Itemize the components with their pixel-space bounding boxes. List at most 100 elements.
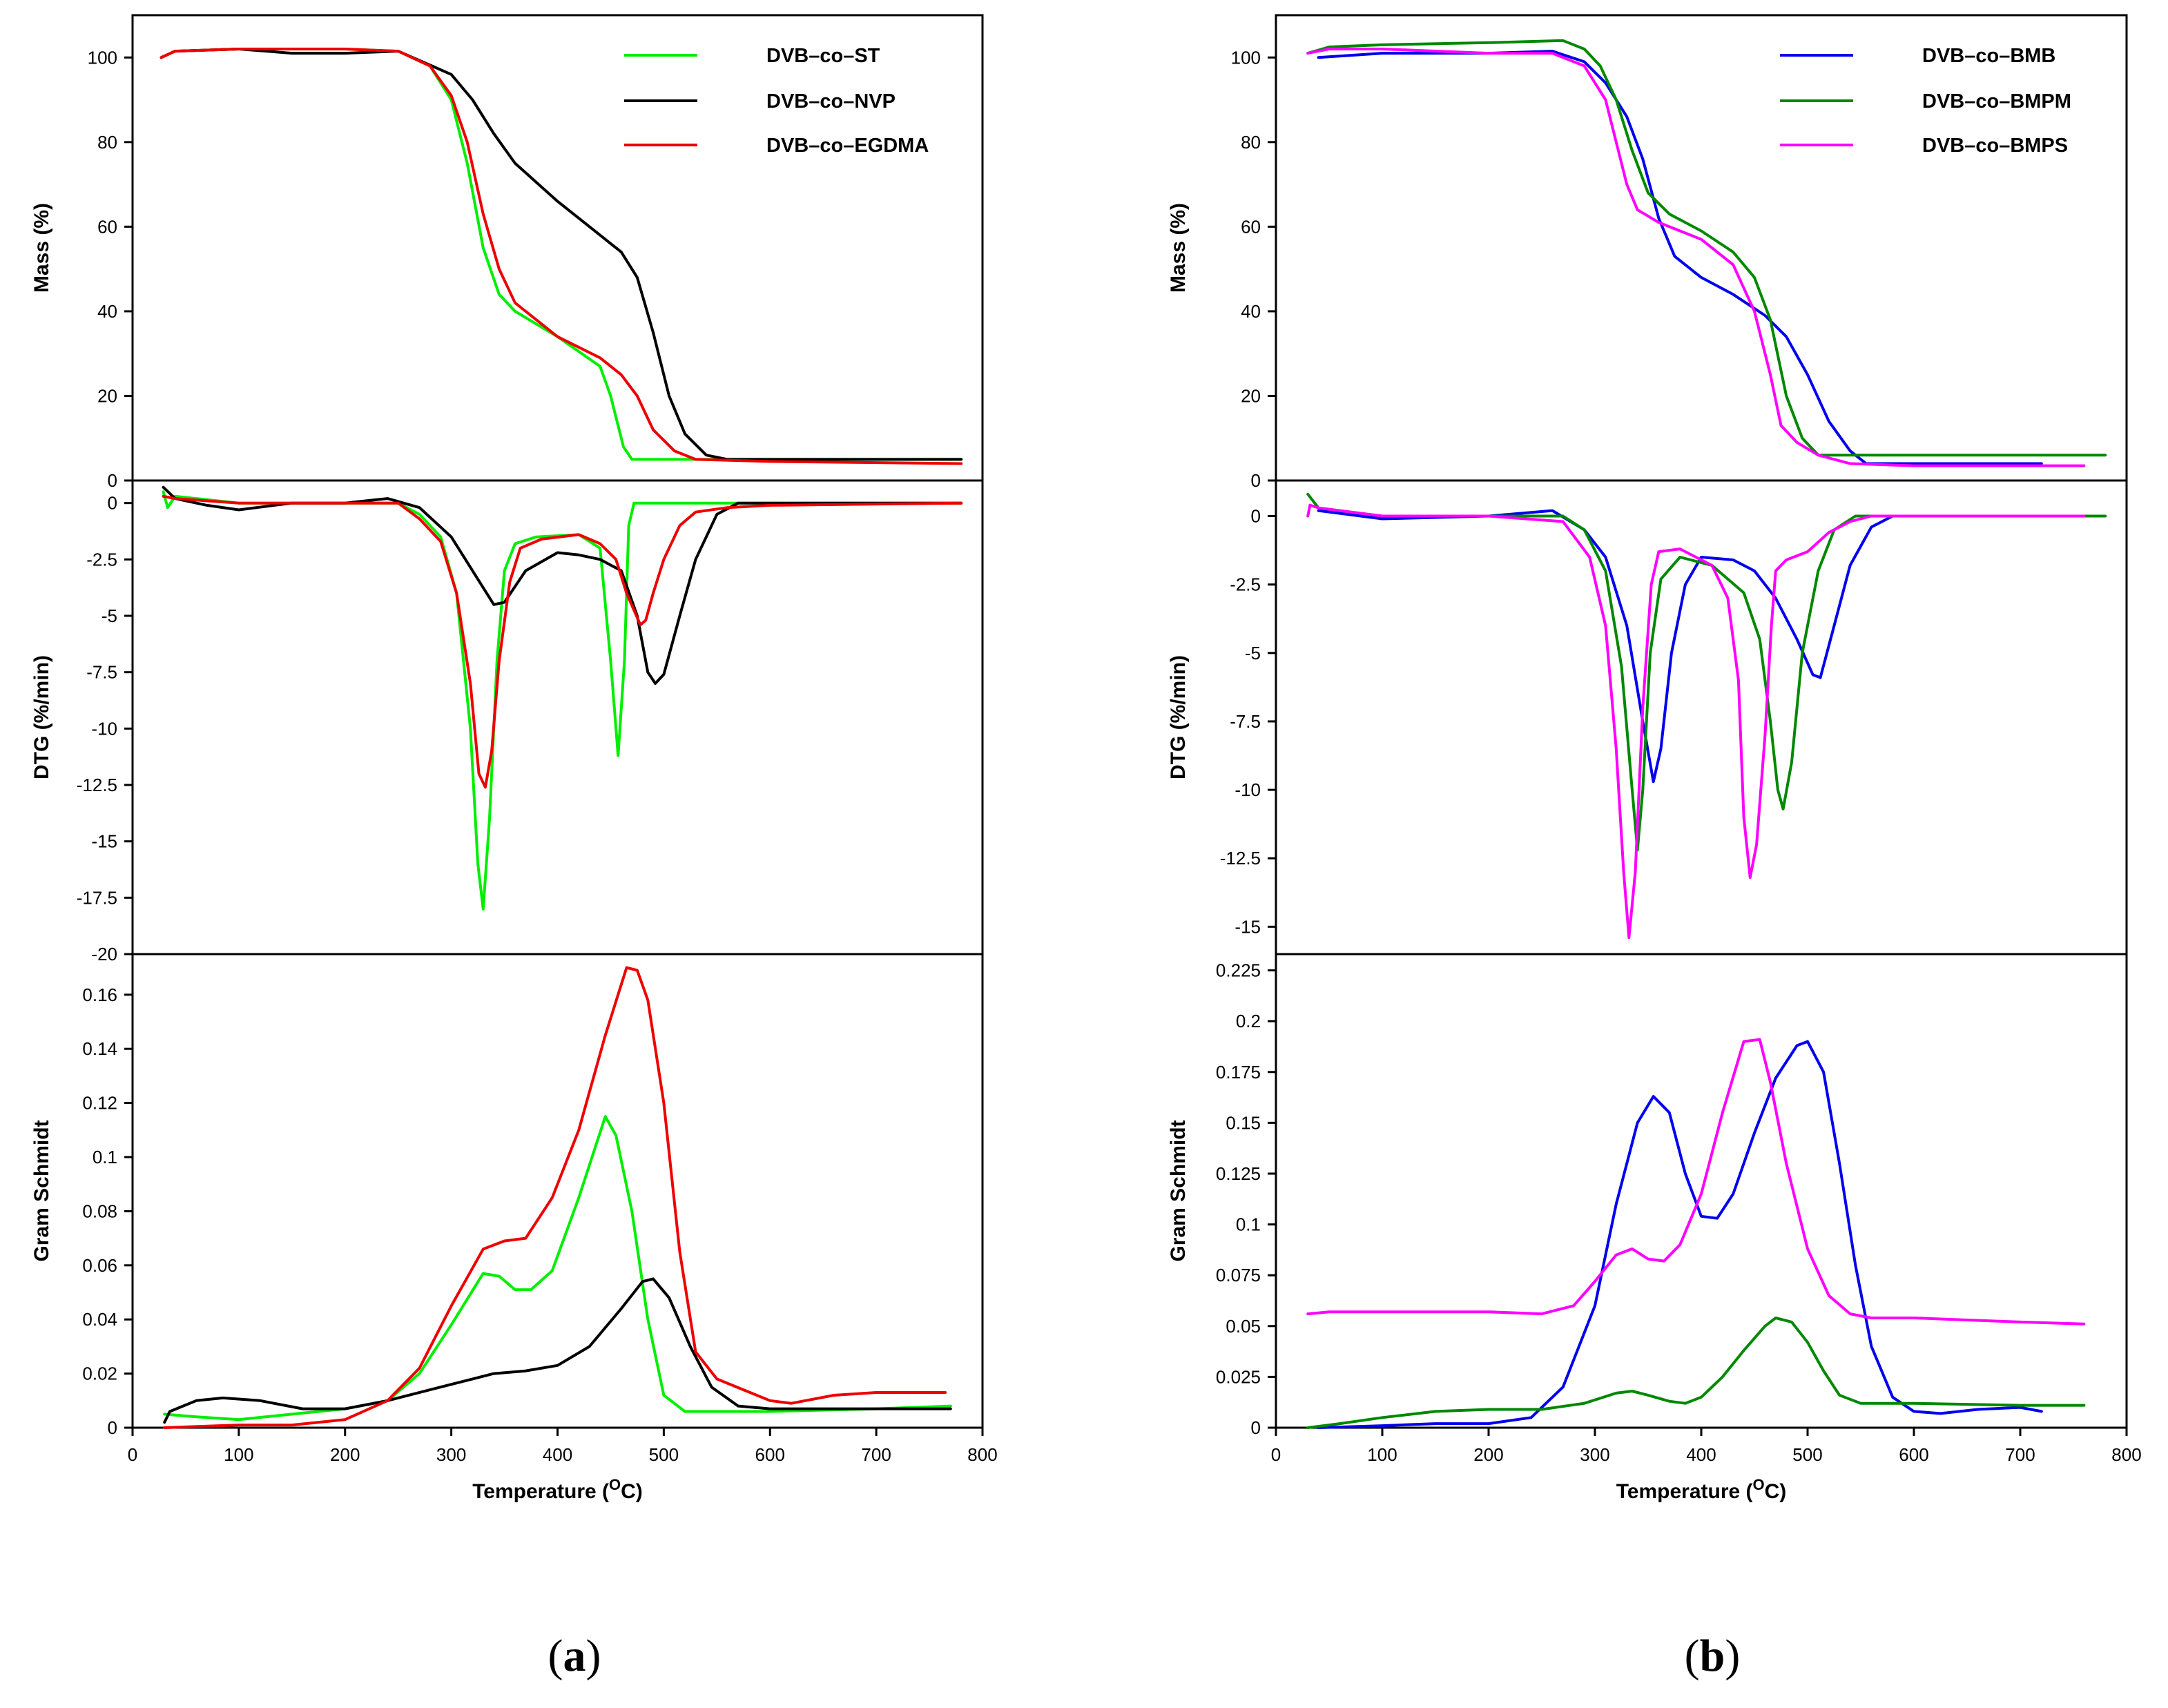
- legend: DVB–co–BMB DVB–co–BMPM DVB–co–BMPS: [1780, 45, 2071, 157]
- x-tick-label: 200: [1473, 1444, 1503, 1465]
- y-tick-label: 0.06: [82, 1255, 117, 1276]
- panel-a: 0 20 40 60 80 100 Mass (%) 0 -2.5 -5 -7.5 -10 -12.5 -…: [30, 14, 998, 1503]
- y-tick-label: -5: [101, 605, 117, 626]
- plot-frame: [131, 14, 984, 482]
- x-tick-label: 500: [1792, 1444, 1822, 1465]
- y-tick-label: -15: [91, 831, 117, 852]
- y-tick-label: 0.075: [1216, 1265, 1261, 1285]
- y-tick-label: 0: [1251, 1417, 1261, 1438]
- series-line-dvb-co-nvp: [159, 48, 963, 461]
- x-tick-label: 600: [755, 1444, 785, 1465]
- y-tick-label: 0: [108, 493, 117, 514]
- subplot-1: 0 -2.5 -5 -7.5 -10 -12.5 -15 -17.5 -20 DTG (%/min…: [30, 479, 984, 964]
- x-tick-label: 500: [649, 1444, 679, 1465]
- x-tick-label: 200: [330, 1444, 360, 1465]
- caption-b: (b): [1685, 1631, 1741, 1681]
- y-tick-label: 0: [108, 1417, 117, 1438]
- x-tick-label: 100: [224, 1444, 253, 1465]
- x-tick-label: 300: [436, 1444, 466, 1465]
- y-tick-label: 0.025: [1216, 1366, 1261, 1387]
- caption-a: (a): [548, 1631, 601, 1681]
- y-tick-label: 0.15: [1226, 1112, 1261, 1133]
- series-line-dvb-co-bmps: [1306, 1038, 2086, 1326]
- y-tick-label: -12.5: [77, 775, 117, 795]
- x-tick-label: 0: [128, 1444, 137, 1465]
- y-tick-label: 80: [97, 132, 117, 153]
- subplot-0: 0 20 40 60 80 100 Mass (%): [1167, 14, 2128, 491]
- y-tick-label: 80: [1241, 132, 1261, 153]
- y-tick-label: -15: [1235, 916, 1261, 937]
- legend-label: DVB–co–BMPM: [1922, 90, 2071, 113]
- y-tick-label: 20: [97, 385, 117, 406]
- y-axis-label: Mass (%): [1167, 203, 1190, 293]
- x-tick-label: 700: [2005, 1444, 2035, 1465]
- y-tick-label: 100: [88, 47, 117, 68]
- x-tick-label: 700: [861, 1444, 891, 1465]
- subplot-1: 0 -2.5 -5 -7.5 -10 -12.5 -15 DTG (%/min): [1167, 479, 2128, 955]
- y-tick-label: 0.16: [82, 984, 117, 1005]
- series-line-dvb-co-egdma: [163, 966, 947, 1429]
- y-tick-label: 0.05: [1226, 1316, 1261, 1337]
- y-tick-label: 0.08: [82, 1201, 117, 1221]
- series-line-dvb-co-egdma: [162, 494, 963, 789]
- y-tick-label: 40: [1241, 301, 1261, 322]
- y-tick-label: -12.5: [1220, 848, 1261, 868]
- y-tick-label: -10: [1235, 779, 1261, 800]
- y-tick-label: -2.5: [1230, 574, 1261, 595]
- subplot-2: 0 0.025 0.05 0.075 0.1 0.125 0.15 0.175 0.2 0.225…: [1167, 953, 2142, 1503]
- subplot-2: 0 0.02 0.04 0.06 0.08 0.1 0.12 0.14 0.16 Gram Sch…: [30, 953, 998, 1503]
- series-line-dvb-co-bmps: [1306, 48, 2086, 467]
- legend-label: DVB–co–BMB: [1922, 45, 2055, 67]
- series-line-dvb-co-bmb: [1317, 1040, 2043, 1429]
- y-tick-label: 0.225: [1216, 960, 1261, 981]
- y-tick-label: -17.5: [77, 887, 117, 908]
- x-tick-label: 400: [1686, 1444, 1716, 1465]
- series-line-dvb-co-nvp: [162, 485, 963, 685]
- subplot-0: 0 20 40 60 80 100 Mass (%): [30, 14, 984, 491]
- series-line-dvb-co-egdma: [159, 48, 963, 465]
- x-axis-label: Temperature (OC): [472, 1476, 643, 1503]
- x-tick-label: 600: [1899, 1444, 1928, 1465]
- y-tick-label: 20: [1241, 385, 1261, 406]
- y-tick-label: 0.1: [1236, 1214, 1261, 1235]
- x-tick-label: 800: [2111, 1444, 2141, 1465]
- y-tick-label: -2.5: [86, 549, 117, 570]
- y-tick-label: 0.14: [82, 1038, 117, 1059]
- x-tick-label: 100: [1367, 1444, 1397, 1465]
- y-axis-label: DTG (%/min): [30, 655, 53, 779]
- series-line-dvb-co-bmpm: [1306, 1317, 2086, 1429]
- series-line-dvb-co-bmb: [1317, 509, 2043, 784]
- y-tick-label: 0.1: [93, 1147, 117, 1167]
- y-tick-label: 0.02: [82, 1364, 117, 1384]
- x-tick-label: 400: [543, 1444, 572, 1465]
- series-line-dvb-co-nvp: [163, 1277, 952, 1424]
- legend-label: DVB–co–NVP: [766, 90, 896, 113]
- y-tick-label: 100: [1231, 47, 1261, 68]
- y-axis-label: Gram Schmidt: [30, 1120, 53, 1261]
- series-line-dvb-co-bmpm: [1306, 492, 2107, 852]
- y-axis-label: DTG (%/min): [1167, 655, 1190, 779]
- x-tick-label: 0: [1271, 1444, 1281, 1465]
- y-tick-label: 40: [97, 301, 117, 322]
- y-tick-label: 0: [1251, 470, 1261, 491]
- y-tick-label: -20: [91, 944, 117, 964]
- y-tick-label: 0.175: [1216, 1062, 1261, 1083]
- y-tick-label: -5: [1245, 643, 1261, 663]
- series-line-dvb-co-bmb: [1317, 50, 2043, 465]
- y-tick-label: -7.5: [1230, 711, 1261, 732]
- legend: DVB–co–ST DVB–co–NVP DVB–co–EGDMA: [624, 45, 929, 157]
- x-tick-label: 800: [967, 1444, 997, 1465]
- plot-frame: [1275, 14, 2128, 482]
- legend-label: DVB–co–ST: [766, 45, 880, 67]
- legend-label: DVB–co–BMPS: [1922, 135, 2068, 157]
- y-tick-label: 0.04: [82, 1309, 117, 1330]
- y-tick-label: 0.125: [1216, 1163, 1261, 1184]
- series-line-dvb-co-bmps: [1306, 503, 2086, 940]
- y-tick-label: 60: [1241, 216, 1261, 237]
- y-axis-label: Gram Schmidt: [1167, 1120, 1190, 1261]
- y-tick-label: -10: [91, 718, 117, 739]
- x-tick-label: 300: [1580, 1444, 1609, 1465]
- plot-frame: [1275, 479, 2128, 955]
- y-tick-label: 60: [97, 216, 117, 237]
